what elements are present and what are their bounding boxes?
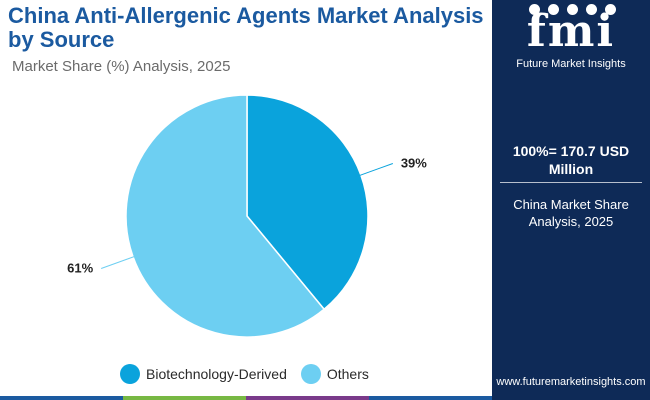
legend-item-others: Others — [300, 364, 369, 384]
logo-icons — [522, 4, 622, 18]
fmi-logo: fmi Future Market Insights — [492, 0, 650, 80]
legend-item-biotechnology: Biotechnology-Derived — [120, 364, 287, 384]
chart-legend: Biotechnology-Derived Others — [120, 362, 369, 386]
market-share-note: China Market Share Analysis, 2025 — [513, 197, 629, 229]
chart-area: China Anti-Allergenic Agents Market Anal… — [0, 3, 492, 400]
divider — [500, 182, 642, 183]
bottom-color-bar — [0, 396, 492, 400]
legend-swatch-biotechnology — [120, 364, 140, 384]
legend-label-biotechnology: Biotechnology-Derived — [146, 366, 287, 382]
bottom-bar-segment — [246, 396, 369, 400]
info-sidebar: fmi Future Market Insights 100%= 170.7 U… — [492, 0, 650, 400]
page-title: China Anti-Allergenic Agents Market Anal… — [8, 3, 484, 52]
leader-line-others — [100, 254, 139, 269]
logo-subtitle: Future Market Insights — [516, 58, 626, 70]
website-link[interactable]: www.futuremarketinsights.com — [496, 376, 646, 388]
bottom-bar-segment — [123, 396, 246, 400]
legend-swatch-others — [300, 364, 321, 384]
bottom-bar-segment — [369, 396, 492, 400]
bottom-bar-segment — [0, 396, 123, 400]
data-label-others: 61% — [67, 261, 93, 276]
legend-label-others: Others — [326, 366, 369, 382]
pie-chart: 39% 61% — [67, 94, 427, 338]
leader-line-biotechnology — [355, 163, 394, 178]
logo-text: fmi — [526, 6, 616, 57]
market-total: 100%= 170.7 USD Million — [512, 143, 630, 177]
data-label-biotechnology: 39% — [401, 155, 427, 170]
chart-subtitle: Market Share (%) Analysis, 2025 — [12, 58, 231, 75]
